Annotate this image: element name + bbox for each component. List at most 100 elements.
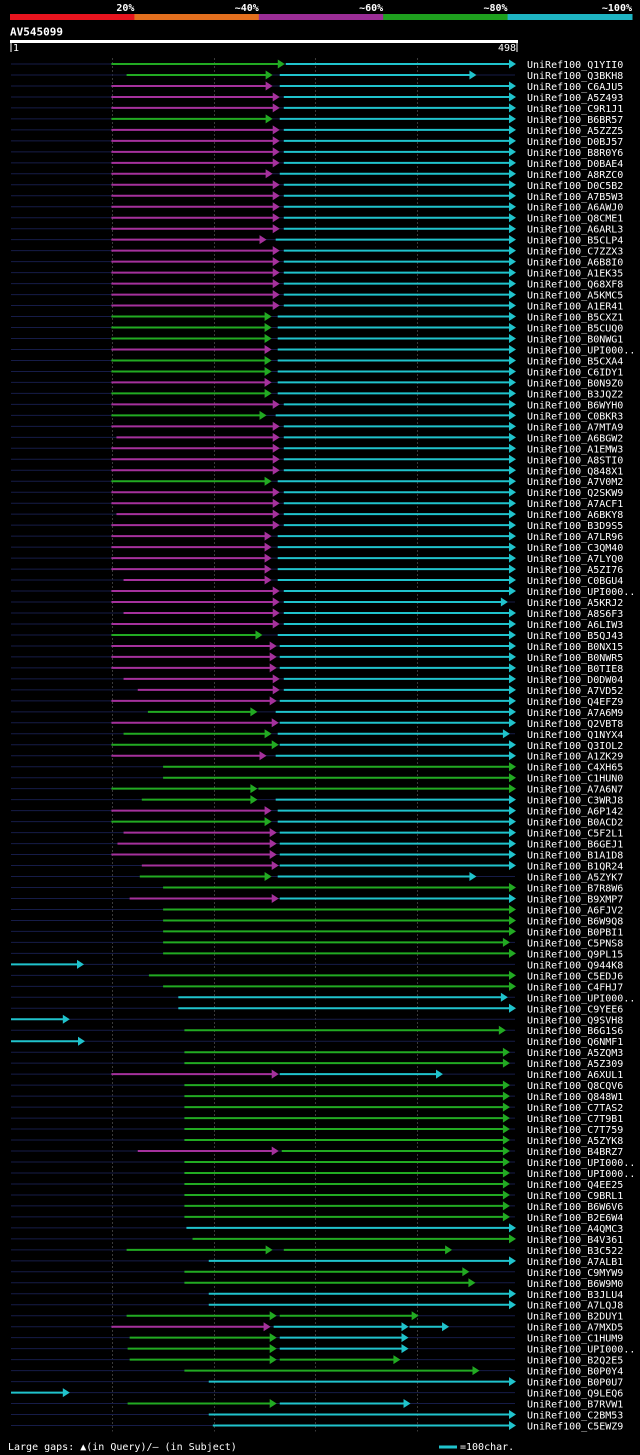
segment-arrowhead [272, 465, 280, 475]
segment-arrowhead [509, 806, 516, 816]
segment-arrowhead [509, 147, 516, 157]
hit-label: UniRef100_A8STI0 [527, 455, 623, 466]
hit-label: UniRef100_UPI000.. [527, 587, 635, 598]
segment-arrowhead [509, 762, 516, 772]
hit-row: UniRef100_B6WYH0 [11, 399, 623, 411]
segment-arrowhead [509, 498, 516, 508]
hit-row: UniRef100_A6BGW2 [11, 432, 623, 444]
segment-arrowhead [468, 1278, 476, 1288]
segment-arrowhead [502, 1212, 510, 1222]
hit-label: UniRef100_A6ARL3 [527, 225, 623, 236]
segment-arrowhead [271, 740, 279, 750]
hit-label: UniRef100_B0N9Z0 [527, 378, 623, 389]
hit-label: UniRef100_A5KRJ2 [527, 598, 623, 609]
segment-arrowhead [509, 1300, 516, 1310]
segment-arrowhead [259, 751, 267, 761]
hit-label: UniRef100_A1ZK29 [527, 752, 623, 763]
segment-arrowhead [445, 1245, 453, 1255]
hit-row: UniRef100_C4FHJ7 [11, 981, 623, 993]
segment-arrowhead [272, 674, 280, 684]
hit-row: UniRef100_Q4EFZ9 [11, 696, 623, 708]
segment-arrowhead [509, 344, 516, 354]
hit-label: UniRef100_B8R0Y6 [527, 148, 623, 159]
segment-arrowhead [265, 1245, 273, 1255]
legend-label-1: 20% [116, 3, 134, 14]
segment-arrowhead [502, 937, 510, 947]
segment-arrowhead [509, 191, 516, 201]
hit-row: UniRef100_B6BR57 [11, 114, 623, 126]
hit-row: UniRef100_Q944K8 [11, 959, 623, 971]
hit-label: UniRef100_B3JQZ2 [527, 389, 623, 400]
hit-row: UniRef100_A6FJV2 [11, 904, 623, 916]
segment-arrowhead [509, 443, 516, 453]
hit-row: UniRef100_C7ZZX3 [11, 246, 623, 258]
hit-row: UniRef100_UPI000.. [11, 586, 635, 598]
hit-row: UniRef100_A7MXD5 [11, 1322, 623, 1334]
segment-arrowhead [255, 630, 263, 640]
segment-arrowhead [401, 1344, 409, 1354]
segment-arrowhead [265, 169, 273, 179]
hit-row: UniRef100_B2E6W4 [11, 1212, 623, 1224]
hit-label: UniRef100_B0NX15 [527, 642, 623, 653]
segment-arrowhead [509, 1234, 516, 1244]
hit-row: UniRef100_C5F2L1 [11, 828, 623, 840]
hit-label: UniRef100_Q2SKW9 [527, 488, 623, 499]
hit-row: UniRef100_B3D9S5 [11, 520, 623, 532]
hit-label: UniRef100_B2E6W4 [527, 1213, 623, 1224]
segment-arrowhead [509, 828, 516, 838]
hit-row: UniRef100_Q1YII0 [11, 59, 623, 71]
hit-row: UniRef100_A1EK35 [11, 268, 623, 280]
hit-label: UniRef100_UPI000.. [527, 345, 635, 356]
hit-row: UniRef100_A7A6N7 [11, 784, 623, 796]
segment-arrowhead [509, 608, 516, 618]
segment-arrowhead [509, 268, 516, 278]
hit-row: UniRef100_C1HUM9 [11, 1333, 623, 1345]
hit-row: UniRef100_A4QMC3 [11, 1223, 623, 1235]
segment-arrowhead [272, 432, 280, 442]
segment-arrowhead [509, 652, 516, 662]
segment-arrowhead [272, 224, 280, 234]
legend-label-5: ~100% [602, 3, 632, 14]
segment-arrowhead [264, 312, 272, 322]
hit-row: UniRef100_C5EWZ9 [11, 1421, 623, 1433]
hit-row: UniRef100_A7V0M2 [11, 476, 623, 488]
gridlines [112, 58, 418, 1432]
hit-row: UniRef100_A5ZZZ5 [11, 125, 623, 137]
segment-arrowhead [509, 180, 516, 190]
hit-label: UniRef100_A7ACF1 [527, 499, 623, 510]
hit-row: UniRef100_Q1NYX4 [11, 729, 623, 741]
segment-arrowhead [509, 630, 516, 640]
hit-row: UniRef100_C4XH65 [11, 762, 623, 774]
segment-arrowhead [509, 1421, 516, 1431]
hit-label: UniRef100_A7ALB1 [527, 1257, 623, 1268]
hit-label: UniRef100_B5QJ43 [527, 631, 623, 642]
segment-arrowhead [509, 883, 516, 892]
hit-label: UniRef100_Q68XF8 [527, 280, 623, 291]
hit-label: UniRef100_B6WYH0 [527, 400, 623, 411]
hit-row: UniRef100_B6W9Q8 [11, 915, 623, 927]
segment-arrowhead [509, 158, 516, 168]
segment-arrowhead [250, 784, 258, 794]
hit-row: UniRef100_C6AJU5 [11, 81, 623, 93]
segment-arrowhead [509, 817, 516, 827]
hit-label: UniRef100_UPI000.. [527, 1169, 635, 1180]
hit-label: UniRef100_A5ZZZ5 [527, 126, 623, 137]
hit-row: UniRef100_A8S6F3 [11, 608, 623, 620]
segment-arrowhead [509, 235, 516, 245]
segment-arrowhead [272, 158, 280, 168]
segment-arrowhead [509, 553, 516, 563]
hit-row: UniRef100_B0PBI1 [11, 926, 623, 938]
hit-label: UniRef100_B6W9Q8 [527, 916, 623, 927]
hit-label: UniRef100_C5PNS8 [527, 938, 623, 949]
segment-arrowhead [509, 92, 516, 102]
hit-label: UniRef100_A5ZI76 [527, 565, 623, 576]
segment-arrowhead [401, 1333, 409, 1343]
segment-arrowhead [509, 301, 516, 311]
hit-label: UniRef100_A6AWJ0 [527, 203, 623, 214]
hit-row: UniRef100_A5Z493 [11, 92, 623, 104]
hit-label: UniRef100_A5KMC5 [527, 291, 623, 302]
segment-arrowhead [509, 575, 516, 585]
hit-label: UniRef100_A7A6M9 [527, 708, 623, 719]
hit-row: UniRef100_B1QR24 [11, 861, 623, 873]
hit-label: UniRef100_Q944K8 [527, 960, 623, 971]
